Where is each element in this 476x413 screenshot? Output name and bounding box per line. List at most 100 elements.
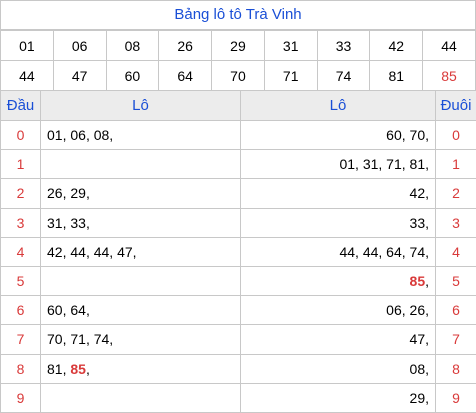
loto-number: 64 [386,244,402,260]
loto-number: 33 [70,215,86,231]
header-dau: Đầu [1,91,41,121]
lo-left-cell: 01, 06, 08, [41,121,241,150]
number-cell: 33 [317,31,370,61]
number-cell: 64 [159,61,212,91]
lo-left-cell: 26, 29, [41,179,241,208]
loto-number: 60 [47,302,63,318]
lo-right-cell: 85, [241,266,436,295]
loto-number: 85 [70,361,86,377]
loto-number: 01 [47,127,63,143]
duoi-cell: 7 [436,325,476,354]
number-cell: 47 [53,61,106,91]
duoi-cell: 0 [436,121,476,150]
number-cell: 44 [1,61,54,91]
dau-cell: 6 [1,296,41,325]
loto-number: 44 [70,244,86,260]
duoi-cell: 8 [436,354,476,383]
loto-number: 81 [47,361,63,377]
loto-number: 29 [70,185,86,201]
loto-number: 64 [70,302,86,318]
loto-number: 33 [410,215,426,231]
loto-number: 60 [386,127,402,143]
lo-left-cell [41,266,241,295]
number-cell: 44 [423,31,476,61]
lo-right-cell: 08, [241,354,436,383]
number-cell: 85 [423,61,476,91]
number-cell: 29 [212,31,265,61]
duoi-cell: 4 [436,237,476,266]
loto-number: 70 [47,331,63,347]
loto-number: 81 [410,156,426,172]
dau-cell: 8 [1,354,41,383]
dau-cell: 0 [1,121,41,150]
header-duoi: Đuôi [436,91,476,121]
number-cell: 74 [317,61,370,91]
loto-number: 70 [410,127,426,143]
loto-number: 08 [410,361,426,377]
dau-cell: 5 [1,266,41,295]
loto-header-row: Đầu Lô Lô Đuôi [1,91,476,121]
loto-number: 47 [117,244,133,260]
loto-number: 29 [410,390,426,406]
lo-right-cell: 44, 44, 64, 74, [241,237,436,266]
number-cell: 06 [53,31,106,61]
loto-number: 31 [47,215,63,231]
loto-number: 06 [70,127,86,143]
loto-number: 74 [94,331,110,347]
number-cell: 26 [159,31,212,61]
loto-number: 42 [410,185,426,201]
number-cell: 08 [106,31,159,61]
loto-number: 44 [363,244,379,260]
lo-right-cell: 01, 31, 71, 81, [241,150,436,179]
lo-right-cell: 60, 70, [241,121,436,150]
dau-cell: 3 [1,208,41,237]
duoi-cell: 3 [436,208,476,237]
number-cell: 81 [370,61,423,91]
header-lo-left: Lô [41,91,241,121]
lo-right-cell: 33, [241,208,436,237]
loto-number: 85 [410,273,426,289]
loto-number: 08 [94,127,110,143]
lo-left-cell: 60, 64, [41,296,241,325]
duoi-cell: 2 [436,179,476,208]
dau-cell: 7 [1,325,41,354]
number-cell: 70 [212,61,265,91]
loto-number: 42 [47,244,63,260]
duoi-cell: 9 [436,383,476,412]
loto-number: 44 [94,244,110,260]
dau-cell: 2 [1,179,41,208]
number-cell: 60 [106,61,159,91]
dau-cell: 4 [1,237,41,266]
duoi-cell: 6 [436,296,476,325]
number-cell: 42 [370,31,423,61]
loto-number: 74 [410,244,426,260]
lo-left-cell: 81, 85, [41,354,241,383]
number-cell: 71 [264,61,317,91]
lo-left-cell [41,150,241,179]
number-cell: 31 [264,31,317,61]
loto-number: 31 [363,156,379,172]
loto-number: 44 [339,244,355,260]
lo-left-cell: 42, 44, 44, 47, [41,237,241,266]
board-title: Bảng lô tô Trà Vinh [0,0,476,30]
header-lo-right: Lô [241,91,436,121]
lo-right-cell: 47, [241,325,436,354]
lo-left-cell: 70, 71, 74, [41,325,241,354]
loto-number: 71 [386,156,402,172]
